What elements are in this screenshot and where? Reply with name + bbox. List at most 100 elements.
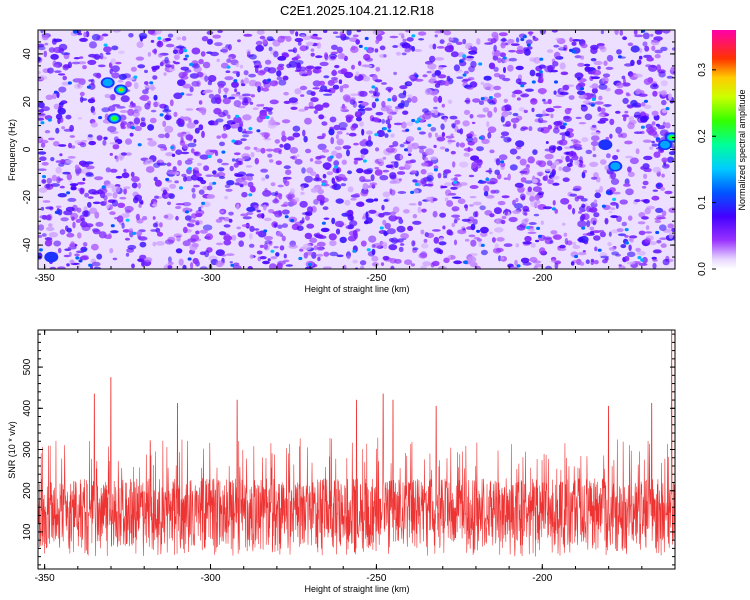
heatmap-cell xyxy=(381,100,386,108)
heatmap-cell xyxy=(644,237,651,244)
heatmap-cell xyxy=(38,101,45,109)
heatmap-cell xyxy=(654,49,663,54)
heatmap-cell xyxy=(359,260,367,266)
heatmap-cell xyxy=(527,231,537,234)
heatmap-cell xyxy=(660,46,668,52)
heatmap-cell xyxy=(117,202,126,208)
heatmap-cell xyxy=(457,129,461,134)
heatmap-cell xyxy=(483,75,492,81)
heatmap-cell xyxy=(590,131,601,136)
heatmap-cell xyxy=(70,184,77,190)
heatmap-spot xyxy=(284,215,289,219)
heatmap-cell xyxy=(241,93,252,97)
heatmap-cell xyxy=(334,220,345,228)
heatmap-cell xyxy=(582,233,591,236)
heatmap-cell xyxy=(323,217,330,220)
heatmap-cell xyxy=(259,69,267,74)
heatmap-cell xyxy=(493,92,502,98)
heatmap-cell xyxy=(224,195,229,200)
heatmap-spot xyxy=(411,34,416,38)
heatmap-cell xyxy=(616,228,624,233)
heatmap-cell xyxy=(598,95,603,101)
heatmap-cell xyxy=(512,123,517,129)
heatmap-cell xyxy=(278,210,282,216)
heatmap-cell xyxy=(38,109,44,113)
heatmap-cell xyxy=(173,54,180,60)
heatmap-cell xyxy=(553,51,561,59)
heatmap-spot xyxy=(73,30,78,34)
heatmap-cell xyxy=(310,97,319,103)
heatmap-cell xyxy=(295,31,299,37)
heatmap-cell xyxy=(515,65,524,71)
heatmap-cell xyxy=(433,80,443,84)
heatmap-spot xyxy=(597,248,602,252)
heatmap-cell xyxy=(525,39,533,45)
heatmap-cell xyxy=(334,146,342,151)
heatmap-cell xyxy=(81,139,88,143)
heatmap-cell xyxy=(421,162,429,167)
heatmap-cell xyxy=(218,216,225,220)
heatmap-cell xyxy=(259,256,267,260)
heatmap-cell xyxy=(520,127,526,132)
heatmap-cell xyxy=(493,207,502,215)
heatmap-cell xyxy=(234,173,244,178)
heatmap-cell xyxy=(444,197,449,202)
heatmap-cell xyxy=(201,36,209,42)
heatmap-cell xyxy=(572,241,577,246)
heatmap-cell xyxy=(441,103,445,108)
heatmap-cell xyxy=(88,140,96,146)
heatmap-spot xyxy=(462,73,467,77)
heatmap-cell xyxy=(385,164,394,169)
heatmap-spot xyxy=(321,182,326,186)
heatmap-spot xyxy=(433,168,438,172)
heatmap-cell xyxy=(625,188,634,196)
heatmap-hotspot xyxy=(119,88,123,91)
heatmap-cell xyxy=(476,146,484,152)
heatmap-cell xyxy=(574,55,582,59)
spectrogram-x-ticks: -350 -300 -250 -200 xyxy=(35,30,676,284)
heatmap-cell xyxy=(38,187,48,194)
heatmap-spot xyxy=(221,150,226,154)
heatmap-cell xyxy=(278,79,287,86)
heatmap-cell xyxy=(562,166,571,173)
heatmap-cell xyxy=(535,72,542,77)
heatmap-cell xyxy=(315,55,323,59)
heatmap-cell xyxy=(330,55,336,60)
heatmap-cell xyxy=(609,118,615,126)
heatmap-cell xyxy=(646,169,652,173)
heatmap-cell xyxy=(212,121,219,126)
heatmap-cell xyxy=(187,223,195,228)
heatmap-cell xyxy=(382,211,391,216)
heatmap-spot xyxy=(98,116,103,120)
heatmap-cell xyxy=(626,93,631,97)
heatmap-cell xyxy=(533,213,540,217)
heatmap-cell xyxy=(426,175,434,182)
heatmap-cell xyxy=(44,237,53,241)
heatmap-cell xyxy=(241,83,246,87)
heatmap-cell xyxy=(249,254,254,259)
heatmap-cell xyxy=(79,91,85,97)
heatmap-cell xyxy=(360,190,369,197)
heatmap-cell xyxy=(494,243,499,250)
heatmap-cell xyxy=(351,64,355,70)
heatmap-cell xyxy=(208,182,214,186)
heatmap-cell xyxy=(58,105,62,113)
heatmap-cell xyxy=(274,139,280,144)
heatmap-cell xyxy=(397,238,404,243)
heatmap-cell xyxy=(112,104,121,107)
heatmap-cell xyxy=(203,165,210,172)
heatmap-cell xyxy=(579,261,585,266)
heatmap-cell xyxy=(198,58,204,65)
heatmap-cell xyxy=(347,170,352,175)
heatmap-cell xyxy=(323,251,330,257)
heatmap-cell xyxy=(276,76,283,81)
heatmap-cell xyxy=(366,167,374,173)
heatmap-cell xyxy=(322,173,327,179)
heatmap-cell xyxy=(276,231,283,237)
heatmap-cell xyxy=(317,256,321,262)
heatmap-cell xyxy=(133,117,141,125)
heatmap-cell xyxy=(277,184,284,188)
heatmap-cell xyxy=(173,111,178,118)
heatmap-cell xyxy=(394,109,399,113)
heatmap-cell xyxy=(630,99,638,107)
